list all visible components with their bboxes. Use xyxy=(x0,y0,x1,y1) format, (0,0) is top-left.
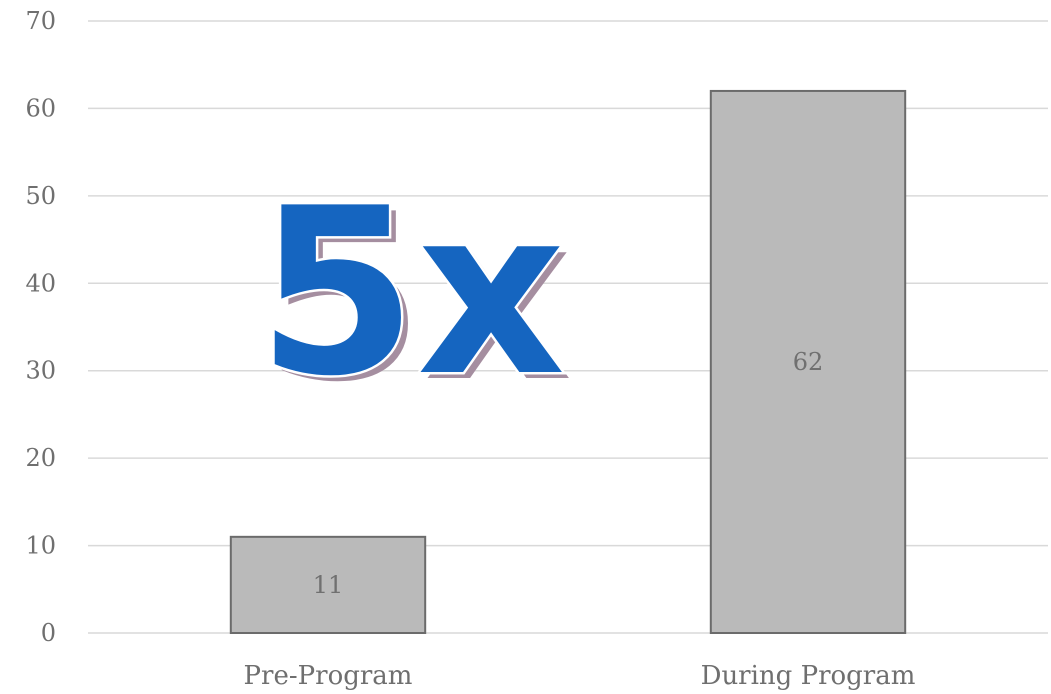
y-tick-label-20: 20 xyxy=(25,444,56,472)
bars xyxy=(229,89,907,634)
bar-data-label: 11 xyxy=(313,571,344,599)
x-category-label: Pre-Program xyxy=(244,661,413,691)
bar-data-labels: 11 62 xyxy=(313,348,824,599)
callout-shadow: 5x xyxy=(264,166,572,433)
y-tick-label-0: 0 xyxy=(41,619,56,647)
y-tick-label-60: 60 xyxy=(25,94,56,122)
bar-pre-program xyxy=(229,535,427,634)
y-tick-label-10: 10 xyxy=(25,532,56,560)
y-tick-label-50: 50 xyxy=(25,182,56,210)
x-category-label: During Program xyxy=(701,661,916,691)
callout-annotation: 5x 5x xyxy=(255,158,573,434)
bar-during-program xyxy=(709,89,907,634)
y-axis-tick-labels: 0 10 20 30 40 50 60 70 xyxy=(25,7,56,647)
y-tick-label-70: 70 xyxy=(25,7,56,35)
y-tick-label-30: 30 xyxy=(25,357,56,385)
bar-data-label: 62 xyxy=(793,348,824,376)
y-tick-label-40: 40 xyxy=(25,269,56,297)
x-axis-category-labels: Pre-Program During Program xyxy=(244,661,916,691)
callout-text: 5x xyxy=(257,160,565,427)
